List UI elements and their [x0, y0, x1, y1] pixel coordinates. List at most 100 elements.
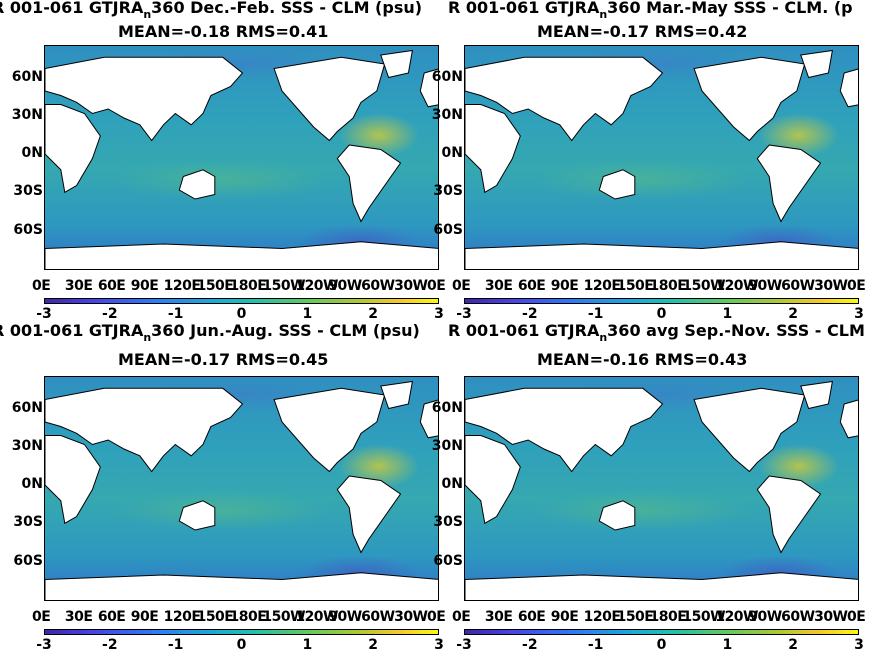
lon-tick-label: 60W — [781, 278, 815, 294]
lon-tick-label: 0E — [32, 609, 51, 625]
title-subscript: n — [599, 8, 608, 21]
lon-tick-label: 60W — [781, 609, 815, 625]
land-southAmerica — [756, 144, 822, 223]
lon-tick-label: 180E — [229, 609, 267, 625]
lon-tick-label: 0E — [427, 278, 446, 294]
land-mask — [45, 380, 438, 600]
colorbar-tick-label: -1 — [587, 637, 604, 653]
colorbar-tick-label: 1 — [302, 306, 313, 322]
lon-tick-label: 30E — [64, 278, 93, 294]
chart-subtitle: MEAN=-0.17 RMS=0.45 — [118, 350, 329, 369]
colorbar-tick-label: -3 — [456, 306, 472, 322]
lon-tick-label: 90W — [328, 278, 362, 294]
lon-tick-label: 150E — [196, 278, 234, 294]
land-australia — [178, 500, 216, 531]
colorbar-tick-label: 3 — [434, 637, 444, 653]
chart-title: R 001-061 GTJRAn360 Jun.-Aug. SSS - CLM … — [0, 321, 420, 345]
title-suffix: 360 Jun.-Aug. SSS - CLM (psu) — [151, 321, 420, 340]
lon-tick-label: 120W — [715, 278, 758, 294]
lat-tick-label: 0N — [441, 476, 463, 493]
land-africa — [465, 104, 521, 194]
lon-tick-label: 0E — [452, 609, 471, 625]
lon-tick-label: 30W — [394, 609, 428, 625]
lon-tick-label: 150W — [262, 609, 306, 625]
lon-tick-label: 30W — [814, 609, 848, 625]
lat-tick-label: 0N — [21, 476, 43, 493]
lat-tick-label: 60N — [11, 68, 43, 85]
lon-tick-label: 90E — [130, 278, 159, 294]
lon-tick-label: 30E — [64, 609, 93, 625]
title-subscript: n — [143, 331, 152, 344]
lon-tick-label: 180E — [649, 278, 687, 294]
lat-tick-label: 30S — [13, 514, 43, 531]
lat-tick-label: 60N — [431, 399, 463, 416]
title-prefix: R 001-061 GTJRA — [448, 0, 600, 17]
colorbar-tick-label: 1 — [302, 637, 313, 653]
lat-tick-label: 30S — [433, 514, 463, 531]
colorbar-tick-label: -1 — [167, 637, 184, 653]
lon-tick-label: 180E — [229, 278, 267, 294]
land-southAmerica — [756, 475, 822, 554]
colorbar-tick-label: 3 — [854, 306, 864, 322]
lon-tick-label: 90E — [550, 609, 579, 625]
chart-subtitle: MEAN=-0.18 RMS=0.41 — [118, 22, 329, 41]
lat-tick-label: 0N — [21, 145, 43, 162]
lat-tick-label: 60S — [433, 221, 463, 238]
lon-tick-label: 150E — [616, 278, 654, 294]
land-northAmerica — [693, 387, 806, 473]
land-africa — [45, 104, 101, 194]
colorbar-tick-label: 3 — [434, 306, 444, 322]
chart-title: R 001-061 GTJRAn360 Dec.-Feb. SSS - CLM … — [0, 0, 422, 21]
land-europeEdge — [419, 68, 438, 108]
land-asiaEurope — [45, 387, 244, 473]
title-subscript: n — [599, 331, 608, 344]
lon-tick-label: 60E — [517, 278, 546, 294]
colorbar-tick-label: -1 — [587, 306, 604, 322]
land-australia — [178, 169, 216, 200]
land-africa — [465, 435, 521, 525]
lat-tick-label: 30S — [13, 183, 43, 200]
land-antarctica — [45, 241, 438, 269]
lon-tick-label: 120W — [295, 609, 338, 625]
lon-tick-label: 120E — [163, 609, 201, 625]
chart-title: R 001-061 GTJRAn360 avg Sep.-Nov. SSS - … — [448, 323, 865, 345]
lat-tick-label: 60N — [431, 68, 463, 85]
sss-anomaly-map — [44, 45, 439, 270]
colorbar-tick-label: 2 — [368, 637, 379, 653]
colorbar — [44, 298, 439, 304]
land-africa — [45, 435, 101, 525]
lon-tick-label: 120E — [163, 278, 201, 294]
lon-tick-label: 90E — [550, 278, 579, 294]
land-europeEdge — [419, 399, 438, 439]
lat-tick-label: 60S — [433, 552, 463, 569]
lon-tick-label: 60E — [97, 609, 126, 625]
lon-tick-label: 0E — [427, 609, 446, 625]
lon-tick-label: 90W — [748, 609, 782, 625]
lon-tick-label: 60W — [361, 609, 395, 625]
lon-tick-label: 90W — [748, 278, 782, 294]
colorbar-tick-label: -3 — [36, 306, 52, 322]
lon-tick-label: 0E — [452, 278, 471, 294]
lon-tick-label: 90E — [130, 609, 159, 625]
colorbar-tick-label: -2 — [102, 306, 118, 322]
colorbar — [44, 629, 439, 635]
land-antarctica — [465, 572, 858, 600]
colorbar-tick-label: -1 — [167, 306, 184, 322]
land-asiaEurope — [465, 387, 664, 473]
lat-tick-label: 30N — [11, 106, 43, 123]
chart-subtitle: MEAN=-0.16 RMS=0.43 — [537, 350, 748, 369]
colorbar-tick-label: 1 — [722, 306, 733, 322]
colorbar-tick-label: 3 — [854, 637, 864, 653]
land-greenland — [380, 49, 414, 79]
lat-tick-label: 30N — [11, 437, 43, 454]
land-asiaEurope — [45, 56, 244, 142]
land-northAmerica — [693, 56, 806, 142]
land-greenland — [800, 380, 834, 410]
colorbar-tick-label: 1 — [722, 637, 733, 653]
lon-tick-label: 0E — [32, 278, 51, 294]
colorbar-tick-label: 2 — [788, 306, 799, 322]
lat-tick-label: 30N — [431, 106, 463, 123]
colorbar-tick-label: 2 — [788, 637, 799, 653]
lat-tick-label: 60N — [11, 399, 43, 416]
colorbar-tick-label: 2 — [368, 306, 379, 322]
